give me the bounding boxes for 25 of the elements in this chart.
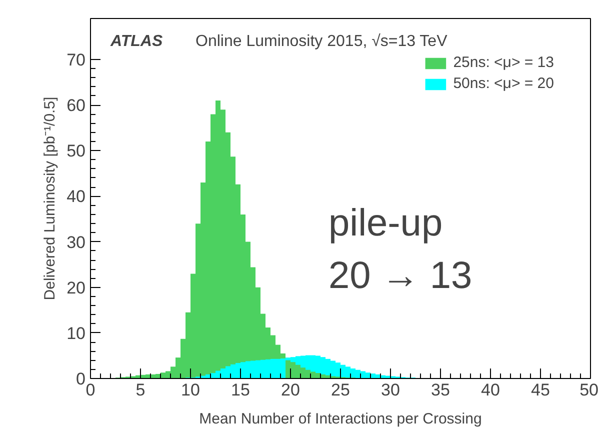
x-tick-label: 20 (281, 380, 300, 400)
annotation: ATLAS (110, 32, 163, 50)
legend-label: 50ns: <μ> = 20 (453, 75, 554, 92)
x-tick-label: 10 (181, 380, 200, 400)
x-tick-label: 45 (531, 380, 550, 400)
y-tick-label: 40 (66, 187, 86, 206)
legend-label: 25ns: <μ> = 13 (453, 54, 554, 71)
annotation: Online Luminosity 2015, √s=13 TeV (196, 32, 448, 50)
y-tick-label: 60 (66, 96, 86, 116)
annotation: pile-up (328, 202, 443, 245)
y-tick-label: 50 (66, 142, 86, 161)
x-tick-label: 30 (381, 380, 400, 400)
x-tick-label: 25 (331, 380, 350, 400)
x-axis-title: Mean Number of Interactions per Crossing (199, 410, 482, 428)
annotation: 20 → 13 (328, 254, 472, 297)
y-tick-label: 10 (66, 324, 86, 343)
y-tick-label: 30 (66, 232, 86, 252)
x-tick-label: 5 (136, 380, 146, 400)
y-tick-label: 20 (66, 278, 86, 298)
y-tick-label: 70 (66, 50, 86, 70)
x-tick-label: 40 (481, 380, 500, 400)
x-tick-label: 50 (580, 380, 598, 400)
x-tick-label: 35 (431, 380, 450, 400)
x-tick-label: 15 (231, 380, 250, 400)
y-axis-title: Delivered Luminosity [pb⁻¹/0.5] (42, 96, 59, 300)
